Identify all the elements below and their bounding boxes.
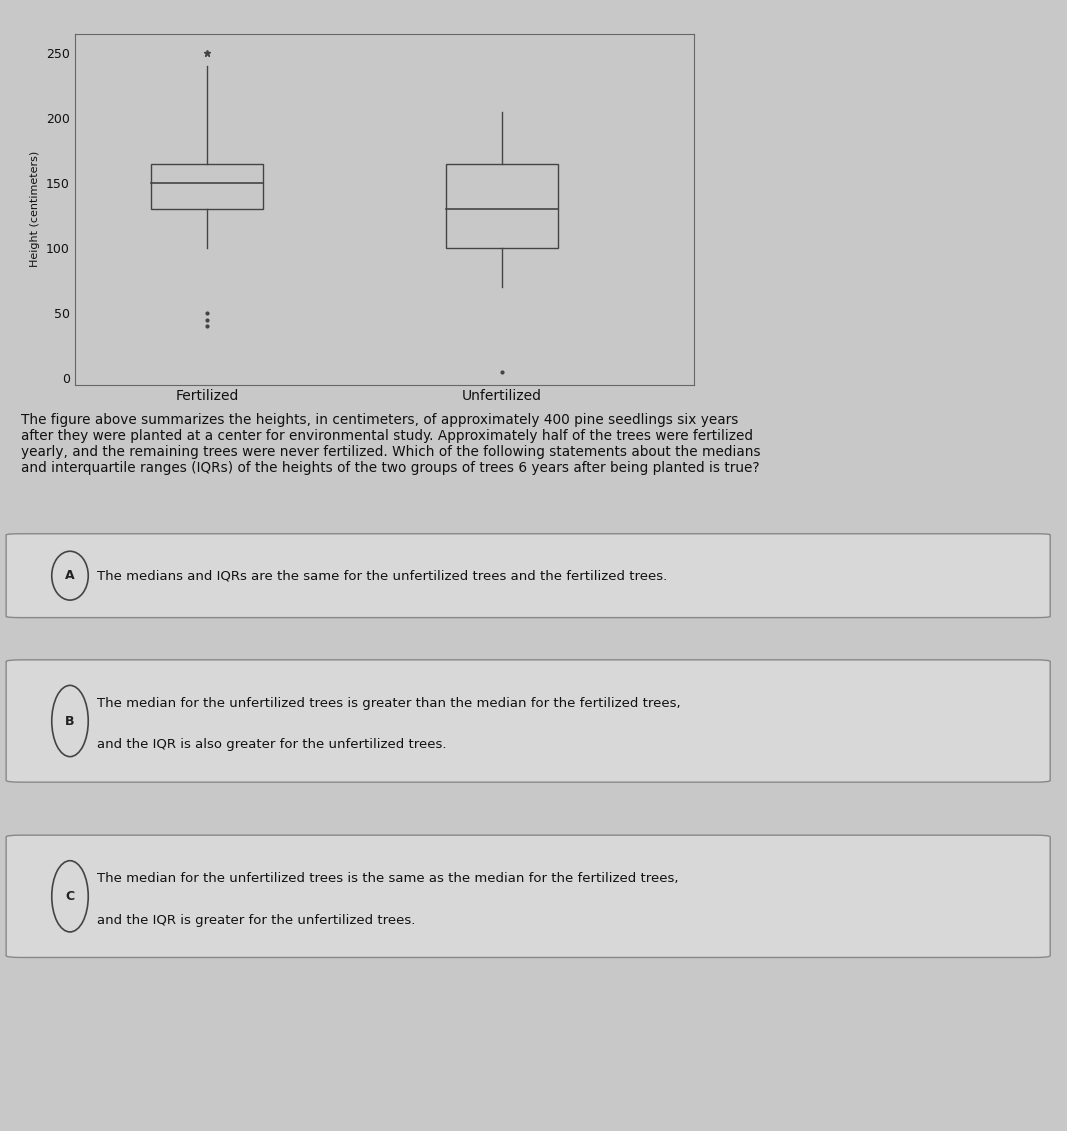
- Text: The median for the unfertilized trees is the same as the median for the fertiliz: The median for the unfertilized trees is…: [97, 872, 679, 884]
- Text: A: A: [65, 569, 75, 582]
- Text: The figure above summarizes the heights, in centimeters, of approximately 400 pi: The figure above summarizes the heights,…: [21, 413, 761, 475]
- Y-axis label: Height (centimeters): Height (centimeters): [30, 152, 41, 267]
- Ellipse shape: [51, 861, 89, 932]
- Text: B: B: [65, 715, 75, 727]
- Bar: [152, 164, 264, 209]
- FancyBboxPatch shape: [6, 659, 1050, 783]
- FancyBboxPatch shape: [6, 835, 1050, 958]
- Ellipse shape: [51, 685, 89, 757]
- Bar: [446, 164, 558, 248]
- Text: The medians and IQRs are the same for the unfertilized trees and the fertilized : The medians and IQRs are the same for th…: [97, 569, 668, 582]
- Text: The median for the unfertilized trees is greater than the median for the fertili: The median for the unfertilized trees is…: [97, 697, 681, 709]
- Text: and the IQR is greater for the unfertilized trees.: and the IQR is greater for the unfertili…: [97, 914, 416, 926]
- Text: C: C: [65, 890, 75, 903]
- Text: and the IQR is also greater for the unfertilized trees.: and the IQR is also greater for the unfe…: [97, 739, 447, 751]
- FancyBboxPatch shape: [6, 534, 1050, 618]
- Ellipse shape: [51, 551, 89, 601]
